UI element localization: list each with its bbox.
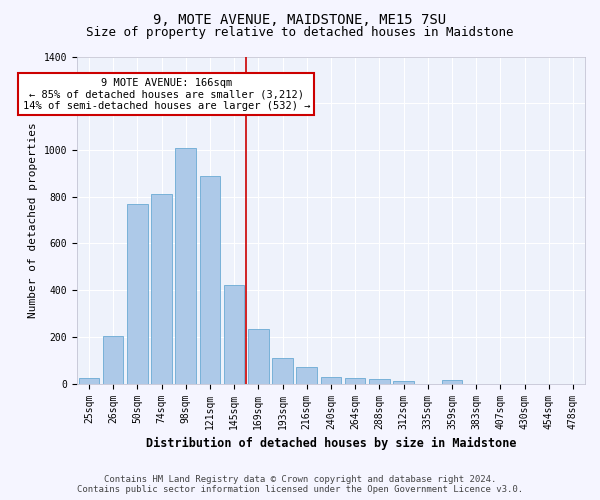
Bar bbox=[296, 367, 317, 384]
Text: 9 MOTE AVENUE: 166sqm
← 85% of detached houses are smaller (3,212)
14% of semi-d: 9 MOTE AVENUE: 166sqm ← 85% of detached … bbox=[23, 78, 310, 110]
Bar bbox=[369, 379, 389, 384]
Bar bbox=[127, 204, 148, 384]
Text: 9, MOTE AVENUE, MAIDSTONE, ME15 7SU: 9, MOTE AVENUE, MAIDSTONE, ME15 7SU bbox=[154, 12, 446, 26]
Bar bbox=[272, 358, 293, 384]
Text: Size of property relative to detached houses in Maidstone: Size of property relative to detached ho… bbox=[86, 26, 514, 39]
Bar bbox=[151, 194, 172, 384]
Bar bbox=[224, 286, 244, 384]
Y-axis label: Number of detached properties: Number of detached properties bbox=[28, 122, 38, 318]
Text: Contains HM Land Registry data © Crown copyright and database right 2024.
Contai: Contains HM Land Registry data © Crown c… bbox=[77, 474, 523, 494]
Bar bbox=[320, 376, 341, 384]
X-axis label: Distribution of detached houses by size in Maidstone: Distribution of detached houses by size … bbox=[146, 437, 516, 450]
Bar bbox=[79, 378, 99, 384]
Bar bbox=[442, 380, 462, 384]
Bar bbox=[248, 328, 269, 384]
Bar bbox=[345, 378, 365, 384]
Bar bbox=[200, 176, 220, 384]
Bar bbox=[175, 148, 196, 384]
Bar bbox=[103, 336, 124, 384]
Bar bbox=[393, 381, 414, 384]
